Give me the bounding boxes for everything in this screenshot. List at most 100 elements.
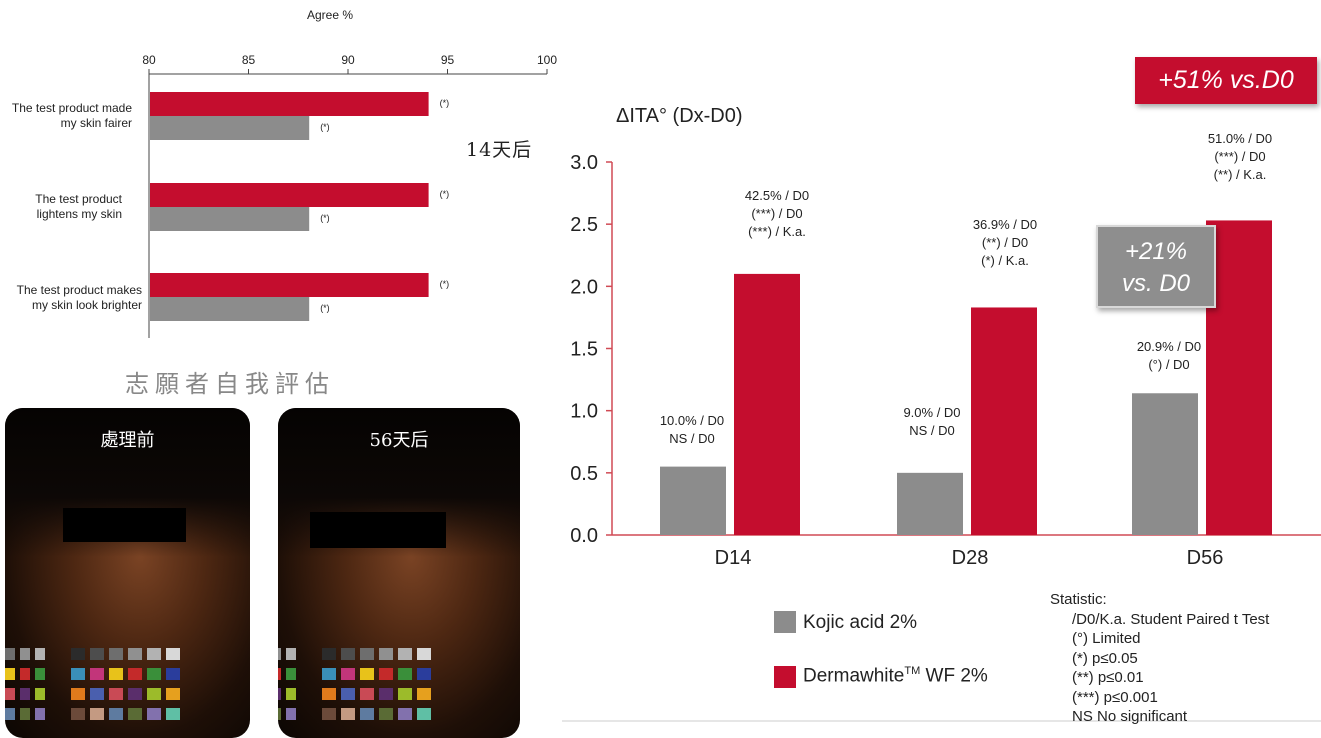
- legend-derma: DermawhiteTM WF 2%: [803, 665, 988, 687]
- color-checker-swatch: [360, 708, 374, 720]
- color-checker-swatch: [35, 708, 45, 720]
- color-checker-swatch: [398, 708, 412, 720]
- statistic-line: NS No significant: [1072, 708, 1188, 725]
- color-checker-swatch: [341, 688, 355, 700]
- annot-kojic-d28: 9.0% / D0 NS / D0: [903, 405, 961, 438]
- color-checker-swatch: [322, 688, 336, 700]
- color-checker-swatch: [109, 688, 123, 700]
- color-checker-swatch: [147, 648, 161, 660]
- color-checker-swatch: [71, 688, 85, 700]
- legend-kojic: Kojic acid 2%: [803, 612, 918, 633]
- hchart-significance-label: (*): [440, 189, 450, 199]
- color-checker-swatch: [5, 708, 15, 720]
- hchart-category-1: The test product made my skin fairer: [11, 101, 132, 130]
- color-checker-swatch: [35, 688, 45, 700]
- color-checker-swatch: [166, 648, 180, 660]
- color-checker-swatch: [278, 688, 281, 700]
- annot-kojic-d56: 20.9% / D0 (°) / D0: [1136, 339, 1202, 372]
- color-checker-swatch: [147, 688, 161, 700]
- color-checker-swatch: [341, 708, 355, 720]
- callout-gray-line1: +21%: [1124, 238, 1188, 265]
- color-checker-swatch: [360, 668, 374, 680]
- color-checker-swatch: [398, 648, 412, 660]
- hchart-bar-gray: [150, 207, 310, 231]
- vchart-tick-label: 0.5: [570, 463, 598, 485]
- hchart-tick-label: 100: [537, 53, 557, 67]
- legend-swatch-derma: [774, 666, 796, 688]
- color-checker-swatch: [35, 648, 45, 660]
- eye-censor-bar: [310, 512, 446, 548]
- color-checker-swatch: [360, 688, 374, 700]
- color-checker-swatch: [379, 708, 393, 720]
- hchart-bar-red: [150, 273, 429, 297]
- annot-derma-d28: 36.9% / D0 (**) / D0 (*) / K.a.: [972, 217, 1038, 268]
- hchart-significance-label: (*): [320, 122, 330, 132]
- color-checker-swatch: [20, 708, 30, 720]
- hchart-tick-label: 85: [242, 53, 256, 67]
- color-checker-swatch: [166, 708, 180, 720]
- hchart-bar-red: [150, 183, 429, 207]
- color-checker-swatch: [398, 688, 412, 700]
- color-checker-swatch: [71, 668, 85, 680]
- annot-derma-d56: 51.0% / D0 (***) / D0 (**) / K.a.: [1207, 131, 1273, 182]
- color-checker-swatch: [5, 668, 15, 680]
- statistic-line: (***) p≤0.001: [1072, 688, 1158, 706]
- color-checker-swatch: [128, 688, 142, 700]
- color-checker-swatch: [398, 668, 412, 680]
- color-checker-swatch: [71, 708, 85, 720]
- hchart-bar-red: [150, 92, 429, 116]
- color-checker-swatch: [20, 668, 30, 680]
- hchart-significance-label: (*): [320, 303, 330, 313]
- hchart-title: Agree %: [306, 8, 354, 22]
- vchart-title: ΔITA° (Dx-D0): [616, 105, 743, 127]
- vchart-tick-label: 1.5: [570, 339, 598, 361]
- annot-derma-d14: 42.5% / D0 (***) / D0 (***) / K.a.: [744, 188, 810, 239]
- statistic-block: Statistic: /D0/K.a. Student Paired t Tes…: [1050, 590, 1315, 725]
- color-checker-swatch: [128, 648, 142, 660]
- eye-censor-bar: [63, 508, 186, 542]
- color-checker-swatch: [20, 648, 30, 660]
- color-checker-swatch: [278, 708, 281, 720]
- vchart-bar-kojic: [897, 472, 963, 535]
- hchart-tick-label: 80: [142, 53, 156, 67]
- color-checker-swatch: [5, 688, 15, 700]
- vchart-category-label: D14: [715, 547, 752, 569]
- callout-red: +51% vs.D0: [1135, 57, 1317, 104]
- color-checker-swatch: [20, 688, 30, 700]
- legend-swatch-kojic: [774, 611, 796, 633]
- color-checker-swatch: [90, 648, 104, 660]
- color-checker-swatch: [109, 708, 123, 720]
- color-checker-swatch: [360, 648, 374, 660]
- hchart-category-3: The test product makes my skin look brig…: [16, 283, 142, 312]
- color-checker-swatch: [341, 648, 355, 660]
- photo-after-title: 56天后: [369, 430, 429, 451]
- self-assessment-caption: 志願者自我評估: [125, 370, 335, 398]
- color-checker-swatch: [278, 648, 281, 660]
- hchart-tick-label: 90: [341, 53, 355, 67]
- color-checker-swatch: [71, 648, 85, 660]
- color-checker-swatch: [90, 708, 104, 720]
- vchart-bar-derma: [1206, 220, 1272, 536]
- color-checker-swatch: [35, 668, 45, 680]
- color-checker-swatch: [417, 648, 431, 660]
- color-checker-swatch: [147, 668, 161, 680]
- color-checker-swatch: [379, 648, 393, 660]
- vchart-tick-label: 1.0: [570, 401, 598, 423]
- hchart-significance-label: (*): [440, 98, 450, 108]
- vchart-bar-kojic: [660, 466, 726, 535]
- annot-kojic-d14: 10.0% / D0 NS / D0: [659, 413, 725, 446]
- color-checker-swatch: [322, 668, 336, 680]
- color-checker-swatch: [166, 688, 180, 700]
- vchart-tick-label: 2.5: [570, 214, 598, 236]
- photo-after: 56天后: [278, 408, 520, 738]
- color-checker-swatch: [417, 708, 431, 720]
- color-checker-swatch: [286, 708, 296, 720]
- color-checker-swatch: [379, 688, 393, 700]
- hchart-category-2: The test product lightens my skin: [35, 192, 122, 221]
- hchart-bar-gray: [150, 116, 310, 140]
- color-checker-swatch: [5, 648, 15, 660]
- photo-before: 處理前: [5, 408, 250, 738]
- statistic-line: (*) p≤0.05: [1072, 649, 1138, 667]
- photo-before-title: 處理前: [100, 430, 155, 451]
